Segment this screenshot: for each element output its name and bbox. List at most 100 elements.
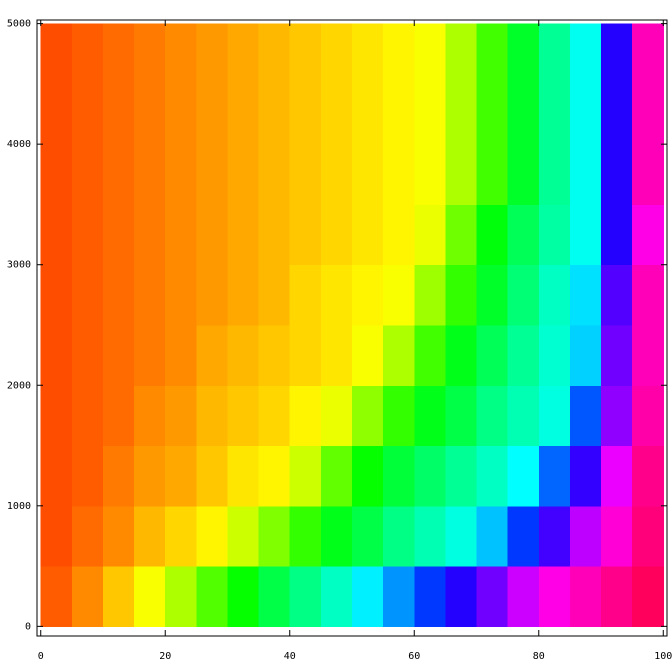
heatmap-cell: [165, 204, 197, 266]
heatmap-cell: [196, 505, 228, 567]
heatmap-cell: [632, 83, 664, 145]
heatmap-cell: [601, 83, 633, 145]
x-tick-label: 100: [654, 651, 672, 662]
heatmap-cell: [165, 505, 197, 567]
heatmap-cell: [445, 264, 478, 326]
heatmap-cell: [569, 23, 602, 85]
heatmap-cell: [445, 566, 478, 627]
heatmap-cell: [445, 144, 478, 205]
heatmap-cell: [569, 505, 602, 567]
heatmap-cell: [71, 264, 104, 326]
heatmap-cell: [601, 144, 633, 205]
heatmap-cell: [632, 144, 664, 205]
heatmap-cell: [165, 23, 197, 85]
heatmap-cell: [352, 324, 384, 386]
heatmap-cell: [320, 144, 353, 205]
heatmap-cell: [414, 385, 446, 447]
heatmap-cell: [476, 505, 509, 567]
heatmap-cell: [414, 144, 446, 205]
heatmap-cell: [507, 23, 540, 85]
heatmap-cell: [40, 566, 73, 627]
heatmap-cell: [165, 83, 197, 145]
heatmap-cell: [507, 324, 540, 386]
heatmap-cell: [134, 204, 166, 266]
heatmap-cell: [507, 264, 540, 326]
heatmap-cell: [538, 324, 571, 386]
heatmap-cell: [414, 83, 446, 145]
heatmap-cell: [445, 505, 478, 567]
heatmap-cell: [102, 505, 135, 567]
heatmap-cell: [258, 505, 291, 567]
heatmap-cell: [538, 505, 571, 567]
heatmap-cell: [165, 566, 197, 627]
heatmap-cell: [383, 264, 415, 326]
heatmap-cell: [71, 204, 104, 266]
heatmap-cell: [320, 23, 353, 85]
heatmap-cell: [258, 566, 291, 627]
heatmap-cell: [40, 505, 73, 567]
heatmap-cell: [196, 83, 228, 145]
heatmap-cell: [601, 264, 633, 326]
heatmap-cell: [71, 23, 104, 85]
heatmap-cell: [289, 144, 322, 205]
heatmap-cell: [383, 505, 415, 567]
heatmap-cell: [632, 23, 664, 85]
heatmap-cell: [569, 445, 602, 507]
heatmap-cell: [569, 385, 602, 447]
heatmap-cell: [414, 23, 446, 85]
heatmap-cell: [445, 445, 478, 507]
heatmap-cell: [476, 324, 509, 386]
heatmap-cell: [476, 83, 509, 145]
heatmap-cell: [445, 385, 478, 447]
heatmap-cell: [258, 385, 291, 447]
heatmap-cell: [601, 445, 633, 507]
heatmap-cell: [196, 385, 228, 447]
y-tick-label: 1000: [7, 501, 31, 512]
heatmap-cell: [102, 445, 135, 507]
heatmap-cell: [507, 144, 540, 205]
heatmap-cell: [352, 264, 384, 326]
heatmap-cell: [632, 505, 664, 567]
heatmap-cell: [320, 264, 353, 326]
x-tick-label: 60: [408, 651, 420, 662]
heatmap-cell: [538, 23, 571, 85]
y-tick-label: 2000: [7, 380, 31, 391]
heatmap-cell: [134, 505, 166, 567]
heatmap-cell: [414, 566, 446, 627]
heatmap-cell: [258, 324, 291, 386]
heatmap-cell: [601, 566, 633, 627]
heatmap-cell: [445, 83, 478, 145]
heatmap-cell: [569, 264, 602, 326]
heatmap-cell: [134, 324, 166, 386]
heatmap-cell: [569, 204, 602, 266]
heatmap-cell: [102, 144, 135, 205]
y-tick-label: 3000: [7, 260, 31, 271]
heatmap-cell: [165, 324, 197, 386]
heatmap-cell: [352, 83, 384, 145]
heatmap-cell: [258, 83, 291, 145]
heatmap-cell: [476, 385, 509, 447]
heatmap-cell: [352, 385, 384, 447]
heatmap-cell: [414, 204, 446, 266]
heatmap-cell: [601, 385, 633, 447]
heatmap-cell: [383, 23, 415, 85]
heatmap-cell: [476, 264, 509, 326]
heatmap-cells: [40, 23, 664, 627]
heatmap-cell: [352, 204, 384, 266]
heatmap-cell: [134, 385, 166, 447]
heatmap-cell: [71, 385, 104, 447]
heatmap-cell: [445, 204, 478, 266]
heatmap-cell: [414, 445, 446, 507]
heatmap-cell: [538, 204, 571, 266]
heatmap-cell: [538, 566, 571, 627]
heatmap-cell: [632, 385, 664, 447]
heatmap-cell: [601, 505, 633, 567]
heatmap-cell: [632, 445, 664, 507]
heatmap-cell: [383, 385, 415, 447]
heatmap-cell: [320, 324, 353, 386]
heatmap-cell: [289, 83, 322, 145]
heatmap-cell: [383, 144, 415, 205]
heatmap-cell: [538, 83, 571, 145]
